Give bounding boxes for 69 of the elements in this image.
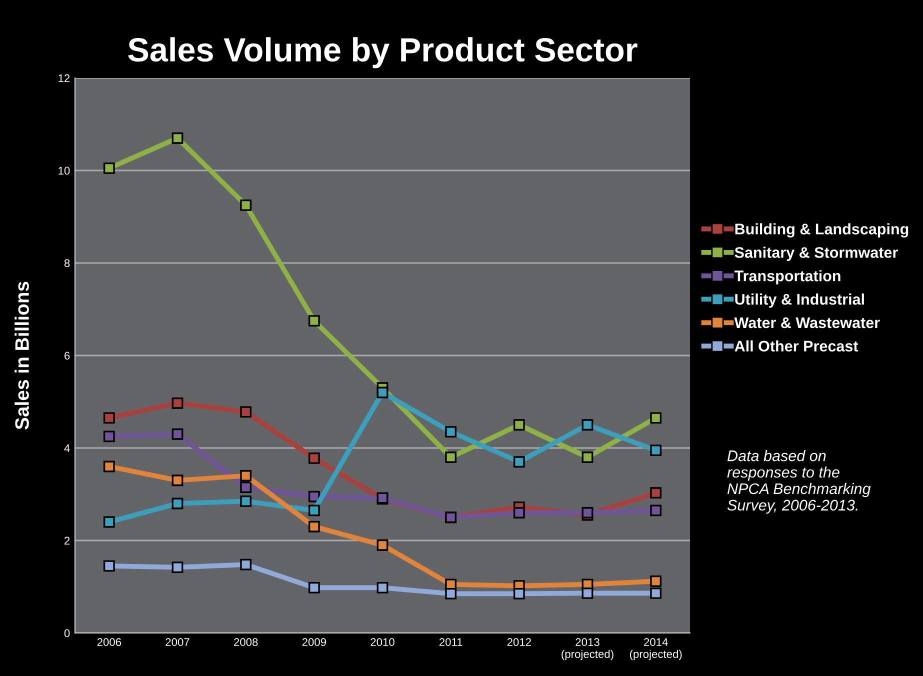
point <box>172 132 184 144</box>
x-tick-label: 2007 <box>166 638 190 646</box>
legend-label: Building & Landscaping <box>735 223 908 238</box>
point <box>240 495 252 507</box>
y-tick-label: 10 <box>58 166 70 175</box>
x-tick-label: 2009 <box>302 638 326 646</box>
point <box>445 452 457 463</box>
point <box>445 588 457 600</box>
point <box>308 582 320 594</box>
y-tick-label: 6 <box>64 352 70 360</box>
point <box>240 482 252 494</box>
point <box>445 426 457 438</box>
point <box>513 419 525 431</box>
point <box>513 507 525 518</box>
point <box>172 474 184 486</box>
point <box>172 498 184 510</box>
x-tick-label: 2011 <box>439 638 462 646</box>
point <box>172 562 184 574</box>
legend-label: All Other Precast <box>734 340 858 352</box>
point <box>582 419 594 431</box>
point <box>172 428 184 440</box>
point <box>582 588 594 599</box>
point <box>513 588 525 600</box>
point <box>650 487 662 499</box>
point <box>308 452 320 464</box>
legend-label: Sanitary & Stormwater <box>734 246 898 261</box>
point <box>650 412 662 424</box>
point <box>308 520 320 532</box>
point <box>376 386 388 398</box>
point <box>582 507 594 518</box>
point <box>103 560 115 572</box>
y-tick-label: 8 <box>64 259 70 268</box>
y-tick-label: 12 <box>58 74 70 82</box>
x-tick-label: 2006 <box>97 638 122 646</box>
x-tick-label: 2014 (projected) <box>630 638 682 660</box>
point <box>240 406 252 418</box>
point <box>650 444 662 456</box>
legend-label: Utility & Industrial <box>735 294 864 308</box>
point <box>308 490 320 502</box>
point <box>103 516 115 528</box>
x-tick-label: 2010 <box>370 638 394 646</box>
point <box>103 412 115 424</box>
point <box>376 582 388 594</box>
y-tick-label: 0 <box>64 629 70 638</box>
x-tick-label: 2008 <box>234 638 258 646</box>
point <box>172 397 184 409</box>
legend-label: Water & Wastewater <box>734 317 880 328</box>
point <box>376 539 388 551</box>
legend-label: Transportation <box>734 270 840 284</box>
point <box>240 558 252 570</box>
point <box>103 430 115 442</box>
point <box>650 576 662 587</box>
chart-title: Sales Volume by Product Sector <box>128 37 638 68</box>
point <box>650 588 662 599</box>
point <box>582 452 594 463</box>
point <box>240 199 252 211</box>
text: Data based on responses to the NPCA Benchmarking Survey, 2006-2013. <box>727 450 871 514</box>
point <box>513 456 525 468</box>
x-tick-label: 2012 <box>507 638 531 646</box>
y-axis-title: Sales in Billions <box>14 282 29 430</box>
x-tick-label: 2013 (projected) <box>562 638 614 660</box>
y-tick-label: 4 <box>64 444 70 452</box>
point <box>650 504 662 516</box>
point <box>103 162 115 174</box>
point <box>103 460 115 472</box>
point <box>240 470 252 482</box>
point <box>308 504 320 516</box>
y-tick-label: 2 <box>64 536 70 545</box>
point <box>308 315 320 327</box>
